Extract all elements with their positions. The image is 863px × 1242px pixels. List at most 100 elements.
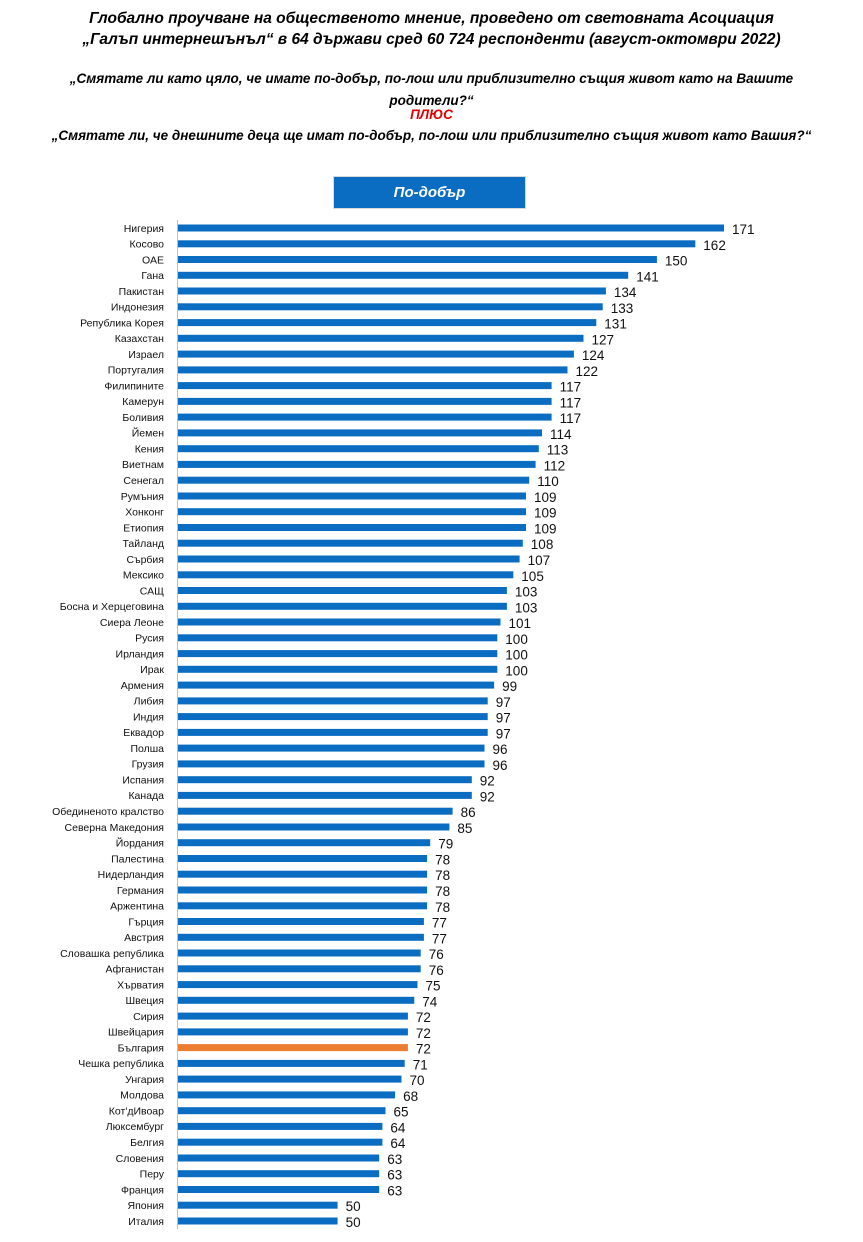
value-label: 63 xyxy=(387,1152,402,1167)
value-label: 122 xyxy=(576,364,599,379)
value-label: 63 xyxy=(387,1168,402,1183)
bar xyxy=(178,713,488,721)
bar xyxy=(178,697,488,705)
category-label: ОАЕ xyxy=(142,254,164,266)
category-label: Нигерия xyxy=(124,223,164,235)
value-label: 63 xyxy=(387,1184,402,1199)
value-label: 78 xyxy=(435,853,450,868)
category-label: САЩ xyxy=(140,585,164,597)
category-label: Хърватия xyxy=(117,979,164,991)
category-label: Япония xyxy=(128,1200,164,1212)
category-label: Сърбия xyxy=(126,554,164,566)
value-label: 50 xyxy=(346,1215,361,1230)
value-label: 65 xyxy=(394,1105,409,1120)
category-label: Словения xyxy=(116,1153,164,1165)
value-label: 76 xyxy=(429,963,444,978)
category-label: Израел xyxy=(128,349,164,361)
category-label: Нидерландия xyxy=(98,869,164,881)
bar xyxy=(178,303,603,311)
bar xyxy=(178,760,485,768)
category-label: Либия xyxy=(134,696,164,708)
value-label: 100 xyxy=(505,663,528,678)
bar xyxy=(178,350,574,358)
bar xyxy=(178,1091,396,1099)
category-label: Гана xyxy=(141,270,164,282)
bar xyxy=(178,1138,383,1146)
bar xyxy=(178,256,657,263)
value-label: 109 xyxy=(534,506,557,521)
bar xyxy=(178,508,526,516)
category-label: Аржентина xyxy=(110,901,164,913)
bar xyxy=(178,886,428,894)
category-label: Перу xyxy=(140,1169,165,1181)
value-label: 72 xyxy=(416,1042,431,1057)
value-label: 162 xyxy=(703,238,726,253)
category-label: Боливия xyxy=(122,412,164,424)
value-label: 109 xyxy=(534,490,557,505)
category-label: Испания xyxy=(122,775,164,787)
category-label: Кения xyxy=(135,444,164,456)
category-label: Казахстан xyxy=(115,333,164,345)
value-label: 72 xyxy=(416,1010,431,1025)
category-label: Виетнам xyxy=(122,459,164,471)
bar xyxy=(178,1154,380,1162)
value-label: 100 xyxy=(505,648,528,663)
category-label: Палестина xyxy=(111,853,164,865)
bar xyxy=(178,397,552,405)
category-label: Кот'дИвоар xyxy=(109,1106,164,1118)
value-label: 103 xyxy=(515,600,538,615)
category-label: Индия xyxy=(133,711,164,723)
bar xyxy=(178,791,472,799)
question-1: „Смятате ли като цяло, че имате по-добър… xyxy=(69,71,794,108)
value-label: 117 xyxy=(560,380,582,395)
bar xyxy=(178,823,450,831)
category-label: Етиопия xyxy=(123,522,164,534)
category-label: Молдова xyxy=(120,1090,164,1102)
bar xyxy=(178,571,514,579)
bar xyxy=(178,1201,338,1209)
value-label: 97 xyxy=(496,711,511,726)
value-label: 78 xyxy=(435,868,450,883)
title-line-1: Глобално проучване на общественото мнени… xyxy=(89,10,774,27)
bar xyxy=(178,429,542,437)
bar xyxy=(178,665,498,673)
value-label: 92 xyxy=(480,774,495,789)
bar xyxy=(178,933,424,941)
value-label: 141 xyxy=(636,269,659,284)
value-label: 134 xyxy=(614,285,637,300)
bar xyxy=(178,965,421,973)
category-label: Еквадор xyxy=(123,727,164,739)
category-label: Русия xyxy=(135,633,164,645)
value-label: 131 xyxy=(604,317,627,332)
bar xyxy=(178,949,421,957)
bar xyxy=(178,1075,402,1083)
bar xyxy=(178,460,536,468)
value-label: 113 xyxy=(547,443,569,458)
value-label: 133 xyxy=(611,301,634,316)
value-labels-group: 1711621501411341331311271241221171171171… xyxy=(346,222,755,1230)
value-label: 64 xyxy=(390,1136,406,1151)
bar xyxy=(178,1059,405,1067)
value-label: 97 xyxy=(496,695,511,710)
value-label: 78 xyxy=(435,884,450,899)
value-label: 117 xyxy=(560,411,582,426)
category-label: Армения xyxy=(121,680,164,692)
category-label: Белгия xyxy=(130,1137,164,1149)
bar xyxy=(178,918,424,925)
category-label: Обединеното кралство xyxy=(52,806,164,818)
category-label: Филипините xyxy=(104,380,164,392)
value-label: 78 xyxy=(435,900,450,915)
category-label: Чешка република xyxy=(78,1058,164,1070)
category-label: Сиера Леоне xyxy=(100,617,164,629)
category-label: Йемен xyxy=(132,427,164,440)
bar xyxy=(178,271,629,279)
bar xyxy=(178,728,488,736)
value-label: 96 xyxy=(493,742,508,757)
value-label: 85 xyxy=(457,821,472,836)
bar xyxy=(178,681,495,689)
category-label: Мексико xyxy=(123,570,164,582)
bar xyxy=(178,445,539,453)
category-label: Босна и Херцеговина xyxy=(60,601,164,613)
bar xyxy=(178,981,418,989)
category-label: България xyxy=(118,1042,164,1054)
